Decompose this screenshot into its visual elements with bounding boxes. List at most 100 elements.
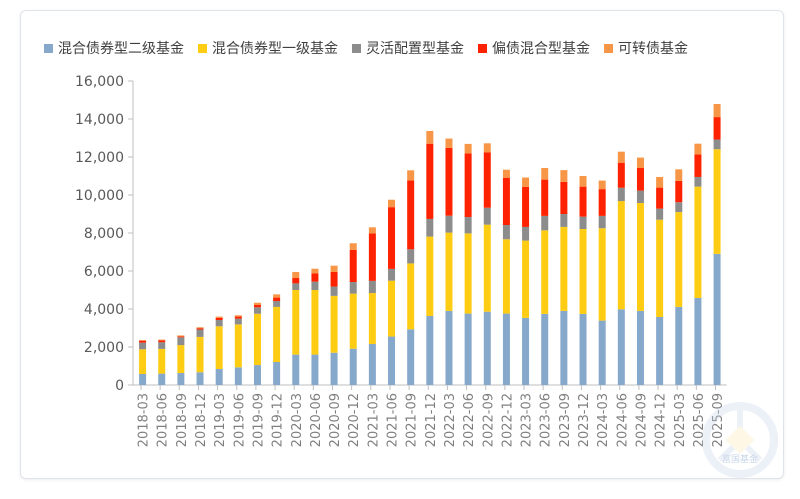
bar-segment [215,320,223,327]
bar-segment [292,354,300,385]
bar-segment [464,143,472,154]
bar-segment [464,313,472,385]
x-tick-label: 2020-06 [309,393,324,447]
bar-segment [541,168,549,180]
y-tick-label: 16,000 [75,74,124,90]
bar-segment [579,229,587,314]
bar-segment [656,208,664,220]
bar-segment [196,327,204,329]
bar-segment [330,295,338,353]
x-tick-label: 2022-03 [443,393,458,447]
bar-segment [253,305,261,308]
bar-segment [349,348,357,385]
x-tick-label: 2018-03 [137,393,152,447]
y-tick-label: 10,000 [75,188,124,204]
bar-segment [196,372,204,385]
x-tick-label: 2021-03 [366,393,381,447]
bar-segment [483,143,491,153]
bar-segment [349,293,357,349]
y-tick-label: 8,000 [84,226,124,242]
bar-segment [617,201,625,310]
bar-segment [636,202,644,311]
legend-swatch [44,43,53,53]
x-tick-label: 2018-06 [156,393,171,447]
bar-segment [426,316,434,385]
legend-swatch [604,43,613,53]
bar-segment [407,249,415,264]
bar-segment [234,318,242,325]
legend-label: 灵活配置型基金 [366,41,464,57]
bar-segment [636,157,644,169]
bar-segment [311,290,319,355]
bar-segment [311,354,319,385]
bar-segment [522,240,530,318]
bar-segment [253,307,261,314]
x-tick-label: 2024-12 [654,393,669,447]
bar-segment [675,169,683,181]
bar-segment [349,282,357,294]
legend-item: 偏债混合型基金 [478,38,590,58]
bar-segment [330,271,338,287]
bar-segment [139,342,147,350]
bar-segment [502,239,510,314]
bar-segment [292,271,300,279]
bar-segment [656,187,664,209]
x-tick-label: 2020-12 [347,393,362,447]
bar-segment [617,309,625,385]
x-tick-label: 2021-06 [386,393,401,447]
bar-segment [158,340,166,343]
bar-segment [139,339,147,341]
bar-segment [598,320,606,385]
bar-segment [139,340,147,343]
bar-segment [675,306,683,385]
bar-segment [253,365,261,385]
legend-swatch [198,43,207,53]
bar-segment [330,352,338,385]
bar-segment [349,249,357,283]
bar-segment [656,316,664,385]
bar-segment [713,117,721,140]
bar-segment [675,202,683,213]
y-tick-label: 14,000 [75,112,124,128]
bar-segment [158,373,166,385]
x-tick-label: 2019-03 [213,393,228,447]
bar-segment [464,233,472,314]
bar-segment [234,316,242,319]
bar-segment [617,187,625,202]
bar-segment [560,181,568,214]
bar-segment [388,207,396,269]
bar-segment [560,170,568,182]
bar-segment [502,177,510,226]
bar-segment [273,297,281,302]
bar-segment [445,147,453,216]
bar-segment [426,143,434,219]
bar-segment [522,226,530,241]
x-tick-label: 2021-09 [405,393,420,447]
bar-segment [426,130,434,144]
bar-segment [158,342,166,349]
bar-segment [579,313,587,385]
bar-segment [483,311,491,385]
legend-label: 可转债基金 [618,41,688,57]
x-tick-label: 2025-09 [711,393,726,447]
bar-segment [541,230,549,314]
bar-segment [464,217,472,234]
bar-segment [617,162,625,188]
bar-segment [368,293,376,344]
bar-segment [273,301,281,307]
bar-segment [656,176,664,188]
x-tick-label: 2022-09 [481,393,496,447]
bar-segment [273,306,281,363]
x-tick-label: 2023-09 [558,393,573,447]
y-tick-label: 6,000 [84,264,124,280]
bar-segment [273,294,281,298]
bar-segment [407,263,415,330]
bar-segment [330,286,338,296]
bar-segment [253,302,261,306]
bar-segment [541,313,549,385]
bar-segment [426,218,434,237]
legend-label: 混合债券型二级基金 [58,41,184,57]
bar-segment [522,317,530,385]
legend-item: 混合债券型二级基金 [44,38,184,58]
